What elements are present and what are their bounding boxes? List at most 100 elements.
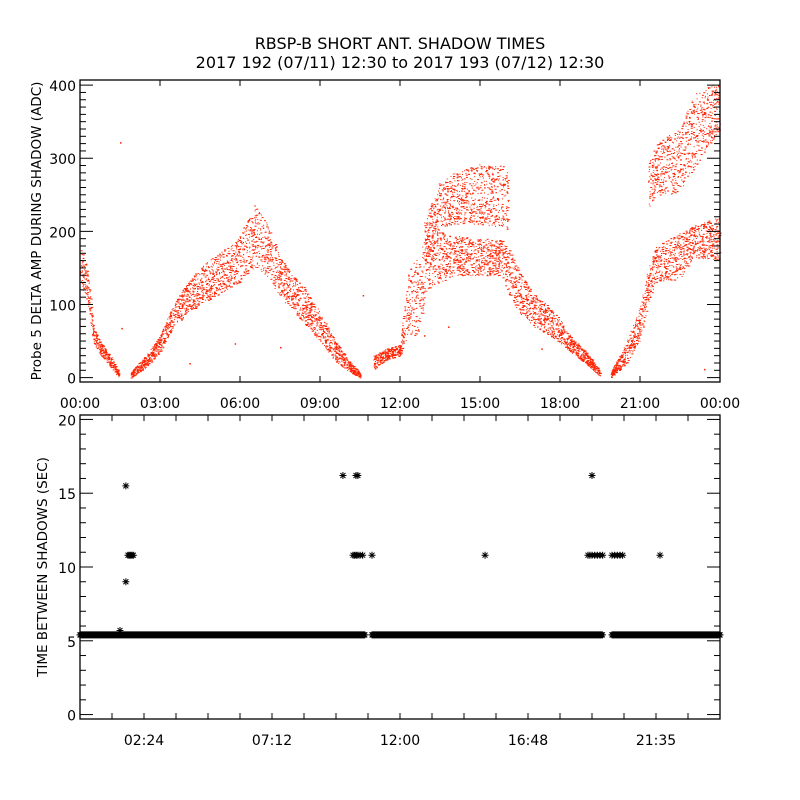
amplitude-point xyxy=(229,271,231,273)
amplitude-point xyxy=(229,282,231,284)
amplitude-point xyxy=(147,354,149,356)
amplitude-point xyxy=(566,338,569,340)
amplitude-point xyxy=(248,219,250,220)
amplitude-point xyxy=(392,357,393,359)
amplitude-point xyxy=(408,317,409,319)
amplitude-point xyxy=(179,303,182,305)
amplitude-point xyxy=(220,291,223,293)
amplitude-point xyxy=(521,282,523,284)
amplitude-point xyxy=(147,355,149,357)
amplitude-point xyxy=(279,277,281,279)
amplitude-point xyxy=(202,296,205,298)
amplitude-point xyxy=(402,336,405,338)
amplitude-point xyxy=(416,294,419,296)
amplitude-point xyxy=(544,303,546,304)
amplitude-point xyxy=(169,316,171,318)
amplitude-point xyxy=(512,286,515,288)
amplitude-point xyxy=(266,254,267,256)
amplitude-point xyxy=(202,285,204,287)
amplitude-point xyxy=(434,242,436,244)
amplitude-point xyxy=(434,259,436,260)
amplitude-point xyxy=(169,322,172,324)
amplitude-point xyxy=(338,362,339,364)
amplitude-point xyxy=(291,296,294,298)
amplitude-point xyxy=(402,322,404,324)
amplitude-point xyxy=(401,339,403,341)
amplitude-point xyxy=(323,321,325,323)
amplitude-point xyxy=(375,354,378,356)
amplitude-point xyxy=(579,347,582,349)
amplitude-point xyxy=(99,349,101,351)
amplitude-point xyxy=(514,287,517,288)
amplitude-point xyxy=(330,347,333,349)
amplitude-point xyxy=(259,223,261,225)
amplitude-point xyxy=(581,359,584,361)
amplitude-point xyxy=(444,234,446,236)
amplitude-point xyxy=(225,277,227,279)
amplitude-point xyxy=(528,313,531,315)
amplitude-point xyxy=(88,282,90,284)
amplitude-point xyxy=(463,242,466,243)
amplitude-point xyxy=(282,268,285,270)
amplitude-point xyxy=(489,270,492,272)
amplitude-point xyxy=(300,307,301,309)
amplitude-point xyxy=(279,271,282,273)
amplitude-point xyxy=(357,370,359,372)
amplitude-point xyxy=(517,267,520,269)
amplitude-point xyxy=(400,345,402,347)
amplitude-point xyxy=(402,340,404,342)
amplitude-point xyxy=(305,324,308,326)
amplitude-point xyxy=(374,367,375,369)
amplitude-point xyxy=(147,356,150,358)
amplitude-point xyxy=(157,351,159,353)
amplitude-point xyxy=(196,303,198,305)
amplitude-point xyxy=(185,313,187,315)
amplitude-point xyxy=(433,227,435,229)
amplitude-point xyxy=(432,231,434,233)
amplitude-point xyxy=(544,317,547,319)
amplitude-point xyxy=(275,258,277,260)
amplitude-point xyxy=(434,227,435,229)
amplitude-point xyxy=(494,274,496,276)
amplitude-point xyxy=(465,249,468,251)
amplitude-point xyxy=(108,361,110,363)
amplitude-point xyxy=(286,287,288,289)
amplitude-point xyxy=(164,328,166,330)
amplitude-point xyxy=(219,272,220,274)
amplitude-point xyxy=(208,270,210,272)
amplitude-point xyxy=(168,327,170,328)
amplitude-point xyxy=(237,282,240,284)
amplitude-point xyxy=(235,255,237,257)
amplitude-point xyxy=(453,259,455,261)
amplitude-point xyxy=(199,274,201,276)
amplitude-point xyxy=(349,365,351,367)
amplitude-point xyxy=(400,349,403,351)
amplitude-point xyxy=(482,269,484,271)
amplitude-point xyxy=(396,349,399,351)
amplitude-point xyxy=(82,261,84,263)
amplitude-point xyxy=(235,267,237,269)
amplitude-point xyxy=(498,256,501,258)
amplitude-point xyxy=(261,217,264,219)
amplitude-point xyxy=(561,337,564,338)
amplitude-point xyxy=(341,360,343,362)
amplitude-point xyxy=(444,250,446,252)
amplitude-point xyxy=(321,325,323,327)
amplitude-point xyxy=(428,278,431,280)
amplitude-point xyxy=(346,357,348,359)
amplitude-point xyxy=(207,262,208,264)
amplitude-point xyxy=(92,328,95,330)
amplitude-point xyxy=(188,308,189,310)
amplitude-point xyxy=(287,301,290,303)
amplitude-point xyxy=(446,256,448,258)
amplitude-point xyxy=(572,340,575,342)
amplitude-point xyxy=(460,260,462,262)
amplitude-point xyxy=(233,258,235,260)
top-plot-points xyxy=(80,84,722,379)
amplitude-point xyxy=(566,341,569,343)
amplitude-point xyxy=(429,262,432,264)
amplitude-point xyxy=(310,320,313,322)
amplitude-point xyxy=(95,340,96,342)
amplitude-point xyxy=(229,265,231,267)
amplitude-point xyxy=(498,275,499,277)
